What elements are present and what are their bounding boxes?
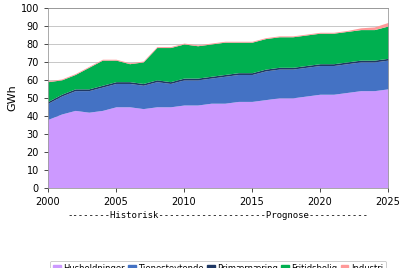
- Y-axis label: GWh: GWh: [8, 84, 18, 111]
- Legend: Husholdninger, Tjenesteytende, Primærnæring, Fritidsbolig, Industri: Husholdninger, Tjenesteytende, Primærnær…: [50, 261, 386, 268]
- X-axis label: --------Historisk--------------------Prognose-----------: --------Historisk--------------------Pro…: [68, 211, 368, 220]
